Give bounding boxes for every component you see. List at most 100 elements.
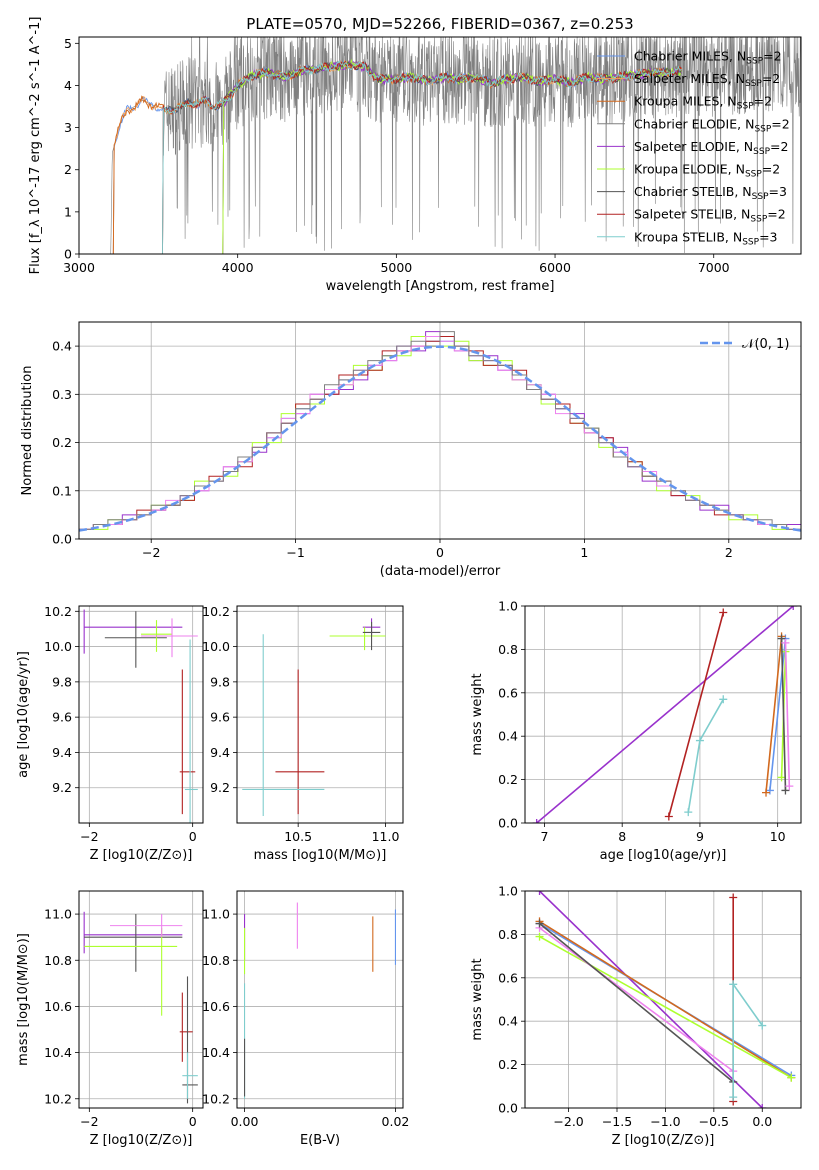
x-tick-label: −1 [286,545,304,560]
mass-weight-marker [535,891,544,895]
y-tick-label: 10.2 [202,604,230,619]
y-tick-label: 5 [64,36,72,51]
y-tick-label: 10.6 [202,999,230,1014]
mass-weight-marker [758,1021,767,1030]
y-tick-label: 9.4 [52,745,72,760]
mass-weight-line [780,638,787,791]
mass-weight-marker [684,808,693,817]
y-tick-label: 0.8 [498,927,518,942]
mass-weight-line [668,612,725,817]
mass-weight-marker [535,932,544,941]
y-tick-label: 0.3 [52,387,72,402]
x-tick-label: 10.5 [284,829,312,844]
legend-label: Kroupa MILES, NSSP=2 [634,94,772,112]
y-tick-label: 1.0 [498,599,518,614]
y-tick-label: 0.6 [498,970,518,985]
x-axis-label: Z [log10(Z/Z⊙)] [612,1133,715,1148]
legend-label: Kroupa ELODIE, NSSP=2 [634,162,780,180]
y-tick-label: 10.0 [44,639,72,654]
mass-weight-marker [729,893,738,902]
x-tick-label: −1.5 [602,1114,632,1129]
y-tick-label: 0 [64,247,72,262]
mass-weight-marker [787,1073,796,1082]
x-tick-label: 5000 [380,260,412,275]
x-axis-label: Z [log10(Z/Z⊙)] [90,1133,193,1148]
mass-weight-line [539,927,734,1072]
panel-mass_vs_ebv: 0.00 0.02 10.2 10.4 10.6 10.8 11.0 E(B-V) [202,890,410,1148]
axes-frame [236,890,404,1109]
x-tick-label: 0 [436,545,444,560]
model-spectrum-salpeter_stelib [161,61,682,254]
y-axis-label: mass weight [470,958,485,1040]
x-tick-label: 0.00 [231,1114,259,1129]
legend-label: Salpeter STELIB, NSSP=2 [634,207,786,225]
mass-weight-marker [777,773,786,782]
y-tick-label: 9.8 [210,674,230,689]
mass-weight-marker [532,819,541,823]
y-tick-label: 10.4 [44,1045,72,1060]
legend-label: Kroupa STELIB, NSSP=3 [634,229,778,247]
y-tick-label: 0.0 [498,1101,518,1116]
y-tick-label: 10.6 [44,999,72,1014]
axes-frame [524,890,802,1109]
legend-label: Chabrier STELIB, NSSP=3 [634,184,787,202]
axes-frame [78,36,802,255]
y-tick-label: 10.8 [202,953,230,968]
mass-weight-marker [781,638,790,647]
plot-area-mass_weight_vs_Z [535,891,796,1108]
mass-weight-marker [719,608,728,617]
axes-frame [78,605,204,824]
plot-area-residuals [79,331,801,532]
gaussian-curve [79,345,801,532]
y-tick-label: 10.2 [44,604,72,619]
y-tick-label: 1.0 [498,884,518,899]
x-axis-label: mass [log10(M/M⊙)] [254,848,387,863]
y-axis-label: mass weight [470,673,485,755]
y-tick-label: 0.2 [498,1057,518,1072]
y-tick-label: 10.4 [202,1045,230,1060]
y-tick-label: 10.2 [202,1091,230,1106]
histogram-step [79,331,801,530]
y-axis-label: Normed distribution [20,366,35,496]
mass-weight-marker [729,980,738,989]
plot-area-age_vs_mass [242,618,386,816]
model-spectrum-kroupa_stelib [161,59,682,254]
mass-weight-marker [785,782,794,791]
y-tick-label: 0.2 [52,435,72,450]
x-tick-label: −2 [142,545,160,560]
axes-frame [524,605,802,824]
mass-weight-line [784,642,791,787]
plot-area-mass_vs_ebv [243,902,397,1099]
y-tick-label: 0.0 [498,816,518,831]
x-tick-label: 0 [189,1114,197,1129]
y-tick-label: 10.8 [44,953,72,968]
observed-spectrum-line [110,37,801,254]
mass-weight-marker [695,736,704,745]
x-tick-label: 0.02 [382,1114,410,1129]
mass-weight-marker [729,1093,738,1102]
y-tick-label: 0.4 [52,339,72,354]
mass-weight-marker [664,812,673,821]
x-tick-label: 4000 [222,260,254,275]
mass-weight-line [539,935,792,1079]
y-tick-label: 10.2 [44,1091,72,1106]
x-tick-label: −0.5 [699,1114,729,1129]
mass-weight-marker [789,606,798,610]
plot-area-spectrum [110,37,801,254]
x-tick-label: 2 [725,545,733,560]
legend-label: Chabrier ELODIE, NSSP=2 [634,116,790,134]
x-tick-label: 6000 [539,260,571,275]
panel-residuals: −2 −1 0 1 2 0.0 0.1 0.2 0.3 0.4 𝒩(0, 1) (data-model… [20,321,802,579]
y-tick-label: 11.0 [44,907,72,922]
y-tick-label: 4 [64,78,72,93]
y-tick-label: 0.8 [498,642,518,657]
y-axis-label: age [log10(age/yr)] [16,651,31,778]
plot-area-age_vs_Z [83,609,198,823]
y-tick-label: 0.4 [498,729,518,744]
y-tick-label: 0.1 [52,483,72,498]
x-tick-label: 3000 [63,260,95,275]
x-tick-label: −1.0 [650,1114,680,1129]
x-tick-label: 0.0 [752,1114,772,1129]
axes-frame [78,321,802,540]
